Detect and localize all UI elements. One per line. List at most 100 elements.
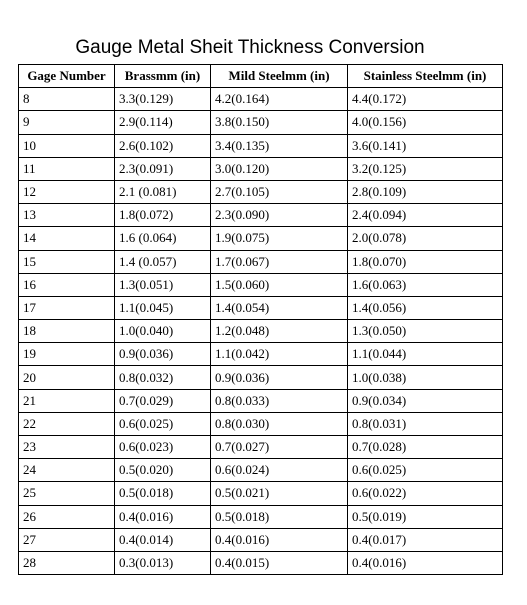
header-gage-number: Gage Number: [18, 63, 115, 89]
cell-mild-steel: 4.2(0.164): [210, 87, 348, 112]
table-row: 21 0.7(0.029) 0.8(0.033) 0.9(0.034): [18, 388, 503, 413]
cell-stainless-steel: 1.0(0.038): [347, 365, 503, 390]
table-row: 8 3.3(0.129) 4.2(0.164) 4.4(0.172): [18, 87, 503, 112]
cell-stainless-steel: 2.4(0.094): [347, 203, 503, 228]
cell-stainless-steel: 3.2(0.125): [347, 156, 503, 181]
table-row: 12 2.1 (0.081) 2.7(0.105) 2.8(0.109): [18, 179, 503, 205]
cell-stainless-steel: 1.8(0.070): [347, 249, 503, 274]
table-row: 20 0.8(0.032) 0.9(0.036) 1.0(0.038): [18, 365, 503, 390]
cell-mild-steel: 1.4(0.054): [210, 295, 348, 321]
cell-mild-steel: 3.8(0.150): [210, 110, 348, 135]
table-row: 24 0.5(0.020) 0.6(0.024) 0.6(0.025): [18, 458, 503, 483]
cell-mild-steel: 0.8(0.033): [210, 388, 348, 413]
cell-mild-steel: 0.5(0.021): [210, 481, 348, 506]
cell-gage-number: 24: [18, 458, 115, 483]
table-row: 27 0.4(0.014) 0.4(0.016) 0.4(0.017): [18, 527, 503, 552]
cell-stainless-steel: 0.5(0.019): [347, 504, 503, 529]
table-row: 23 0.6(0.023) 0.7(0.027) 0.7(0.028): [18, 434, 503, 460]
cell-stainless-steel: 1.6(0.063): [347, 272, 503, 297]
cell-mild-steel: 0.6(0.024): [210, 458, 348, 483]
cell-gage-number: 26: [18, 504, 115, 529]
table-row: 19 0.9(0.036) 1.1(0.042) 1.1(0.044): [18, 342, 503, 367]
cell-stainless-steel: 0.7(0.028): [347, 434, 503, 460]
table-row: 16 1.3(0.051) 1.5(0.060) 1.6(0.063): [18, 272, 503, 297]
cell-brass: 0.4(0.014): [114, 527, 211, 552]
table-row: 25 0.5(0.018) 0.5(0.021) 0.6(0.022): [18, 481, 503, 506]
cell-mild-steel: 2.3(0.090): [210, 203, 348, 228]
cell-mild-steel: 0.8(0.030): [210, 411, 348, 437]
cell-brass: 1.0(0.040): [114, 319, 211, 344]
cell-brass: 0.3(0.013): [114, 550, 211, 576]
cell-mild-steel: 3.0(0.120): [210, 156, 348, 181]
cell-brass: 2.1 (0.081): [114, 179, 211, 205]
table-row: 15 1.4 (0.057) 1.7(0.067) 1.8(0.070): [18, 249, 503, 274]
cell-gage-number: 19: [18, 342, 115, 367]
table-row: 17 1.1(0.045) 1.4(0.054) 1.4(0.056): [18, 295, 503, 321]
cell-stainless-steel: 4.4(0.172): [347, 87, 503, 112]
cell-gage-number: 8: [18, 87, 115, 112]
cell-brass: 1.6 (0.064): [114, 226, 211, 251]
cell-gage-number: 22: [18, 411, 115, 437]
cell-stainless-steel: 2.0(0.078): [347, 226, 503, 251]
cell-stainless-steel: 0.6(0.025): [347, 458, 503, 483]
table-row: 11 2.3(0.091) 3.0(0.120) 3.2(0.125): [18, 156, 503, 181]
cell-stainless-steel: 3.6(0.141): [347, 133, 503, 158]
cell-brass: 0.6(0.025): [114, 411, 211, 437]
cell-gage-number: 10: [18, 133, 115, 158]
cell-stainless-steel: 1.1(0.044): [347, 342, 503, 367]
cell-mild-steel: 1.9(0.075): [210, 226, 348, 251]
cell-gage-number: 12: [18, 179, 115, 205]
cell-gage-number: 13: [18, 203, 115, 228]
cell-brass: 0.7(0.029): [114, 388, 211, 413]
cell-gage-number: 25: [18, 481, 115, 506]
cell-brass: 3.3(0.129): [114, 87, 211, 112]
cell-mild-steel: 1.7(0.067): [210, 249, 348, 274]
cell-mild-steel: 0.7(0.027): [210, 434, 348, 460]
table-row: 18 1.0(0.040) 1.2(0.048) 1.3(0.050): [18, 319, 503, 344]
cell-brass: 0.5(0.018): [114, 481, 211, 506]
cell-mild-steel: 0.5(0.018): [210, 504, 348, 529]
cell-stainless-steel: 0.8(0.031): [347, 411, 503, 437]
cell-stainless-steel: 1.4(0.056): [347, 295, 503, 321]
header-stainless-steel: Stainless Steelmm (in): [347, 63, 503, 89]
cell-mild-steel: 1.1(0.042): [210, 342, 348, 367]
cell-brass: 1.1(0.045): [114, 295, 211, 321]
table-row: 10 2.6(0.102) 3.4(0.135) 3.6(0.141): [18, 133, 503, 158]
cell-brass: 0.8(0.032): [114, 365, 211, 390]
cell-stainless-steel: 0.6(0.022): [347, 481, 503, 506]
cell-mild-steel: 0.4(0.016): [210, 527, 348, 552]
cell-gage-number: 23: [18, 434, 115, 460]
cell-brass: 1.8(0.072): [114, 203, 211, 228]
cell-mild-steel: 1.2(0.048): [210, 319, 348, 344]
cell-mild-steel: 0.4(0.015): [210, 550, 348, 576]
table-row: 22 0.6(0.025) 0.8(0.030) 0.8(0.031): [18, 411, 503, 437]
cell-stainless-steel: 0.9(0.034): [347, 388, 503, 413]
cell-stainless-steel: 0.4(0.017): [347, 527, 503, 552]
cell-gage-number: 28: [18, 550, 115, 576]
cell-gage-number: 11: [18, 156, 115, 181]
header-brass: Brassmm (in): [114, 63, 211, 89]
table-body: 8 3.3(0.129) 4.2(0.164) 4.4(0.172) 9 2.9(0.11…: [18, 87, 503, 576]
table-row: 14 1.6 (0.064) 1.9(0.075) 2.0(0.078): [18, 226, 503, 251]
cell-gage-number: 9: [18, 110, 115, 135]
cell-stainless-steel: 1.3(0.050): [347, 319, 503, 344]
cell-mild-steel: 3.4(0.135): [210, 133, 348, 158]
page-title: Gauge Metal Sheit Thickness Conversion: [75, 37, 425, 58]
cell-brass: 2.9(0.114): [114, 110, 211, 135]
cell-brass: 1.4 (0.057): [114, 249, 211, 274]
cell-brass: 2.6(0.102): [114, 133, 211, 158]
cell-stainless-steel: 4.0(0.156): [347, 110, 503, 135]
table-row: 9 2.9(0.114) 3.8(0.150) 4.0(0.156): [18, 110, 503, 135]
cell-gage-number: 20: [18, 365, 115, 390]
cell-brass: 0.4(0.016): [114, 504, 211, 529]
cell-gage-number: 17: [18, 295, 115, 321]
cell-gage-number: 18: [18, 319, 115, 344]
table-header-row: Gage Number Brassmm (in) Mild Steelmm (i…: [18, 63, 503, 89]
cell-stainless-steel: 0.4(0.016): [347, 550, 503, 576]
cell-brass: 2.3(0.091): [114, 156, 211, 181]
cell-brass: 0.6(0.023): [114, 434, 211, 460]
cell-brass: 1.3(0.051): [114, 272, 211, 297]
table-row: 28 0.3(0.013) 0.4(0.015) 0.4(0.016): [18, 550, 503, 576]
cell-gage-number: 14: [18, 226, 115, 251]
cell-gage-number: 16: [18, 272, 115, 297]
